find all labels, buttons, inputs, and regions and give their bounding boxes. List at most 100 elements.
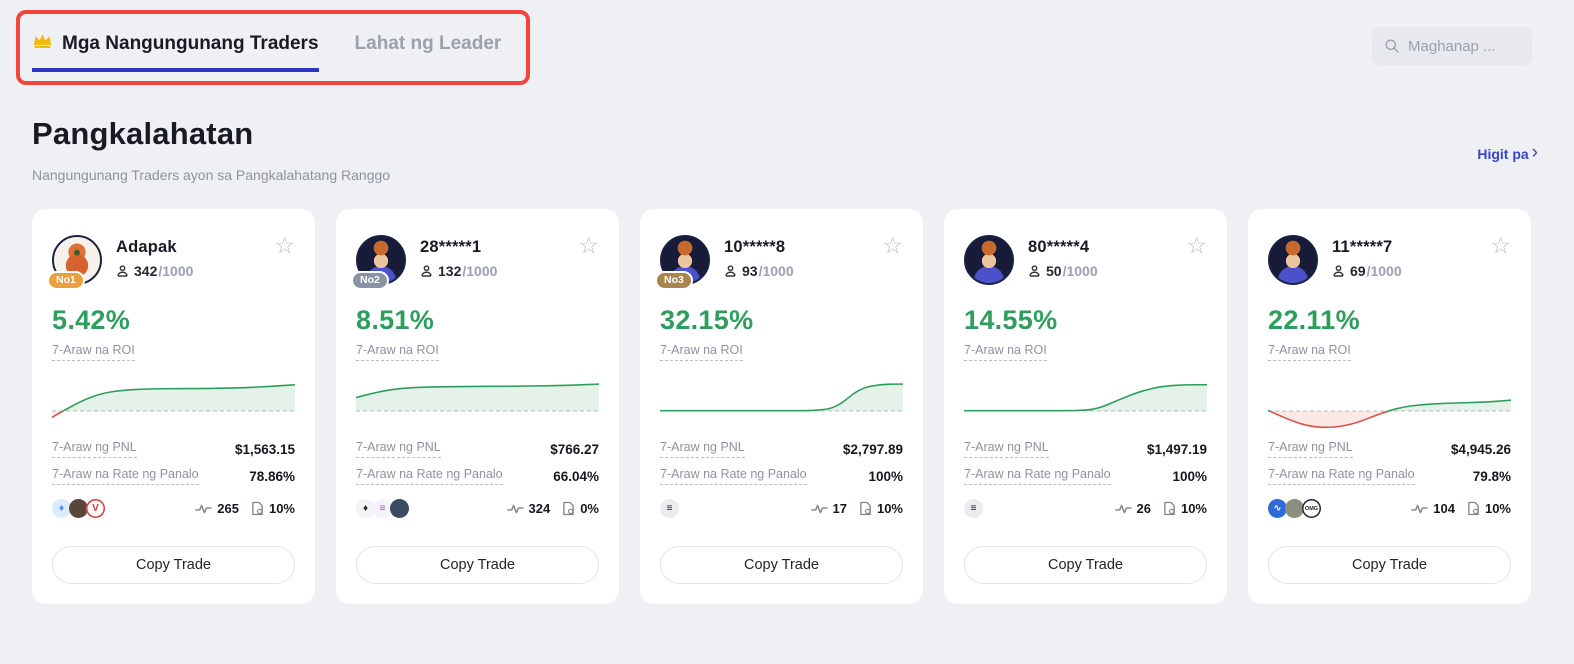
trader-card[interactable]: 80*****4 50 /1000 ☆ 14.55% 7-Araw na ROI <box>944 209 1227 604</box>
v-token-coin-icon: V <box>86 499 105 518</box>
omg-token-coin-icon: OMG <box>1302 499 1321 518</box>
followers-count: 93 <box>742 263 758 279</box>
card-bottom-row: ≡ 26 <box>964 499 1207 518</box>
pnl-row: 7-Araw ng PNL $4,945.26 <box>1268 440 1511 458</box>
pnl-row: 7-Araw ng PNL $1,497.19 <box>964 440 1207 458</box>
trader-info: 10*****8 93 /1000 <box>724 235 882 279</box>
favorite-star-icon[interactable]: ☆ <box>578 232 599 258</box>
person-icon <box>1332 264 1345 278</box>
copy-trade-button[interactable]: Copy Trade <box>52 546 295 584</box>
crown-icon <box>32 32 53 56</box>
roi-sparkline <box>356 383 599 412</box>
trader-token-coin-icon <box>390 499 409 518</box>
tab-all-leaders[interactable]: Lahat ng Leader <box>355 32 502 55</box>
fee-doc-icon <box>1163 501 1176 516</box>
roi-label: 7-Araw na ROI <box>356 343 439 361</box>
coin-list: ♦ ≡ <box>356 499 409 518</box>
win-rate-label: 7-Araw na Rate ng Panalo <box>964 467 1111 485</box>
roi-label: 7-Araw na ROI <box>660 343 743 361</box>
fee-percent: 10% <box>876 501 903 516</box>
roi-sparkline <box>52 383 295 419</box>
trader-name: Adapak <box>116 238 177 256</box>
more-link-label: Higit pa <box>1477 146 1529 162</box>
followers-max: /1000 <box>1366 263 1402 279</box>
trader-token-coin-icon <box>69 499 88 518</box>
trades-count: 26 <box>1136 501 1151 516</box>
trader-name: 28*****1 <box>420 238 482 256</box>
fee-stat: 10% <box>1467 501 1511 516</box>
trader-card-header: No1 Adapak 342 /1000 ☆ <box>47 232 295 290</box>
more-link[interactable]: Higit pa › <box>1477 143 1538 162</box>
mini-stats: 26 10% <box>1114 501 1207 516</box>
trades-count: 104 <box>1433 501 1455 516</box>
pnl-row: 7-Araw ng PNL $2,797.89 <box>660 440 903 458</box>
win-rate-value: 100% <box>868 468 903 484</box>
mini-stats: 17 10% <box>810 501 903 516</box>
bars-token-coin-icon: ≡ <box>660 499 679 518</box>
favorite-star-icon[interactable]: ☆ <box>1490 232 1511 258</box>
fee-percent: 10% <box>1484 501 1511 516</box>
win-rate-row: 7-Araw na Rate ng Panalo 78.86% <box>52 467 295 485</box>
fee-stat: 10% <box>1163 501 1207 516</box>
eth-coin-icon: ♦ <box>356 499 375 518</box>
fee-doc-icon <box>1467 501 1480 516</box>
trades-stat: 324 <box>506 501 550 516</box>
copy-trade-button[interactable]: Copy Trade <box>1268 546 1511 584</box>
roi-value: 8.51% <box>356 305 435 335</box>
trader-card[interactable]: No3 10*****8 93 /1000 ☆ <box>640 209 923 604</box>
trader-card[interactable]: No1 Adapak 342 /1000 ☆ 5 <box>32 209 315 604</box>
roi-label: 7-Araw na ROI <box>964 343 1047 361</box>
trades-count: 17 <box>832 501 847 516</box>
roi-label: 7-Araw na ROI <box>52 343 135 361</box>
trader-card[interactable]: 11*****7 69 /1000 ☆ 22.11% 7-Araw na ROI <box>1248 209 1531 604</box>
followers-count: 132 <box>438 263 462 279</box>
coin-list: ≡ <box>964 499 983 518</box>
pnl-row: 7-Araw ng PNL $766.27 <box>356 440 599 458</box>
favorite-star-icon[interactable]: ☆ <box>274 232 295 258</box>
rank-badge: No2 <box>351 271 389 290</box>
win-rate-label: 7-Araw na Rate ng Panalo <box>660 467 807 485</box>
favorite-star-icon[interactable]: ☆ <box>1186 232 1207 258</box>
trades-stat: 104 <box>1411 501 1455 516</box>
fee-percent: 10% <box>268 501 295 516</box>
sol-coin-icon: ≡ <box>373 499 392 518</box>
trader-card[interactable]: No2 28*****1 132 /1000 ☆ <box>336 209 619 604</box>
rank-badge: No3 <box>655 271 693 290</box>
win-rate-row: 7-Araw na Rate ng Panalo 79.8% <box>1268 467 1511 485</box>
roi-value: 22.11% <box>1268 305 1360 335</box>
followers-row: 132 /1000 <box>420 263 578 279</box>
fee-doc-icon <box>859 501 872 516</box>
top-traders-card-row: No1 Adapak 342 /1000 ☆ 5 <box>32 209 1531 604</box>
pnl-label: 7-Araw ng PNL <box>356 440 441 458</box>
pnl-value: $1,563.15 <box>234 441 295 457</box>
copy-trade-button[interactable]: Copy Trade <box>660 546 903 584</box>
win-rate-label: 7-Araw na Rate ng Panalo <box>52 467 199 485</box>
roi-sparkline <box>964 383 1207 412</box>
page-title: Pangkalahatan <box>32 116 254 151</box>
win-rate-label: 7-Araw na Rate ng Panalo <box>356 467 503 485</box>
tab-top-traders[interactable]: Mga Nangungunang Traders <box>32 32 319 72</box>
avatar-wrap: No2 <box>351 235 406 290</box>
favorite-star-icon[interactable]: ☆ <box>882 232 903 258</box>
copy-trade-button[interactable]: Copy Trade <box>964 546 1207 584</box>
trader-info: 11*****7 69 /1000 <box>1332 235 1490 279</box>
trader-info: 80*****4 50 /1000 <box>1028 235 1186 279</box>
fee-stat: 0% <box>562 501 599 516</box>
activity-icon <box>195 503 213 515</box>
roi-value: 14.55% <box>964 305 1058 335</box>
card-bottom-row: ∿ OMG 104 <box>1268 499 1511 518</box>
trader-name: 10*****8 <box>724 238 786 256</box>
search-input[interactable] <box>1408 37 1520 55</box>
copy-trade-button[interactable]: Copy Trade <box>356 546 599 584</box>
followers-max: /1000 <box>462 263 498 279</box>
fee-percent: 0% <box>580 501 599 516</box>
win-rate-label: 7-Araw na Rate ng Panalo <box>1268 467 1415 485</box>
mini-stats: 104 10% <box>1411 501 1511 516</box>
followers-count: 50 <box>1046 263 1062 279</box>
roi-value: 32.15% <box>660 305 754 335</box>
activity-icon <box>1114 503 1132 515</box>
person-icon <box>420 264 433 278</box>
followers-max: /1000 <box>758 263 794 279</box>
followers-row: 342 /1000 <box>116 263 274 279</box>
trader-card-header: 80*****4 50 /1000 ☆ <box>964 232 1207 285</box>
